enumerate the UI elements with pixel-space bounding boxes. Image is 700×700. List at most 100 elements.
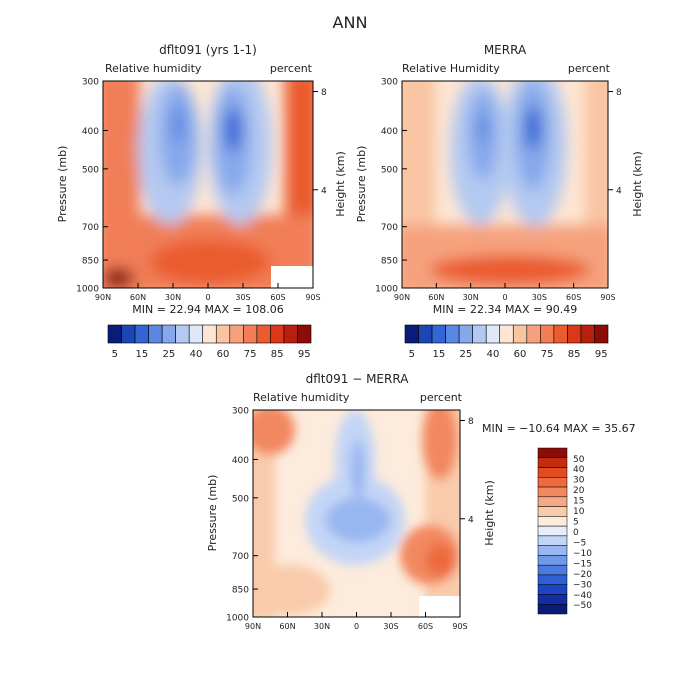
colorbar-diff-swatch — [537, 516, 568, 527]
panel-obs-ylabel: Pressure (mb) — [355, 146, 368, 223]
xtick-label: 30N — [314, 622, 330, 631]
colorbar-swatch — [229, 324, 244, 344]
colorbar-diff-swatch — [537, 467, 568, 478]
colorbar-diff-swatch — [537, 564, 568, 576]
colorbar-swatch — [404, 324, 419, 344]
colorbar-diff-swatch — [537, 535, 568, 546]
colorbar-swatch — [553, 324, 568, 344]
colorbar-swatch — [243, 324, 258, 344]
panel-obs-y2label: Height (km) — [631, 151, 644, 217]
colorbar-diff-swatch — [537, 486, 568, 498]
colorbar-swatch — [418, 324, 433, 344]
panel-diff-units: percent — [420, 391, 463, 404]
colorbar-label: 40 — [190, 349, 203, 360]
colorbar-diff-label: −30 — [573, 580, 592, 590]
colorbar-label: 75 — [541, 349, 554, 360]
ytick-label: 850 — [381, 257, 398, 267]
ytick-label: 400 — [232, 456, 249, 466]
panel-diff-title: dflt091 − MERRA — [306, 372, 410, 386]
colorbar-label: 95 — [595, 349, 608, 360]
xtick-label: 0 — [502, 293, 507, 302]
colorbar-swatch — [526, 324, 541, 344]
colorbar-label: 95 — [298, 349, 311, 360]
panel-diff-ylabel: Pressure (mb) — [206, 475, 219, 552]
colorbar-swatch — [175, 324, 190, 344]
colorbar-swatch — [540, 324, 555, 344]
colorbar-swatch — [445, 324, 460, 344]
colorbar-swatch — [499, 324, 514, 344]
colorbar-diff-label: −40 — [573, 591, 592, 601]
colorbar-diff-label: 5 — [573, 518, 579, 528]
panel-obs: MERRA Relative Humidity percent Pressure… — [355, 43, 644, 316]
colorbar-swatch — [202, 324, 217, 344]
colorbar-swatch — [121, 324, 136, 344]
ytick-label: 1000 — [375, 285, 398, 295]
xtick-label: 90N — [95, 293, 111, 302]
ytick-label: 700 — [82, 223, 99, 233]
colorbar-swatch — [188, 324, 204, 344]
colorbar-label: 5 — [409, 349, 415, 360]
colorbar-swatch — [431, 324, 446, 344]
colorbar-label: 25 — [163, 349, 176, 360]
colorbar-diff-swatch — [537, 525, 568, 537]
colorbar-diff-swatch — [537, 457, 568, 468]
colorbar-diff-label: 10 — [573, 507, 585, 517]
y2tick-label: 4 — [321, 186, 327, 196]
colorbar-diff-label: −5 — [573, 538, 586, 548]
xtick-label: 60S — [418, 622, 433, 631]
colorbar-swatch — [134, 324, 149, 344]
colorbar-diff-label: 15 — [573, 497, 584, 507]
colorbar-swatch — [270, 324, 285, 344]
colorbar-swatch — [567, 324, 582, 344]
colorbar-label: 60 — [217, 349, 230, 360]
panel-obs-field — [402, 81, 608, 288]
colorbar-label: 60 — [514, 349, 527, 360]
ytick-label: 700 — [232, 552, 249, 562]
colorbar-label: 75 — [244, 349, 257, 360]
panel-model-units: percent — [270, 62, 313, 75]
xtick-label: 30N — [165, 293, 181, 302]
panel-obs-variable: Relative Humidity — [402, 62, 500, 75]
colorbar-diff-label: −50 — [573, 601, 592, 611]
panel-obs-stats: MIN = 22.34 MAX = 90.49 — [433, 303, 577, 316]
xtick-label: 60N — [130, 293, 146, 302]
colorbar-model: 5 15 25 40 60 75 85 95 — [107, 324, 312, 360]
panel-diff-field — [253, 410, 460, 617]
ytick-label: 300 — [232, 407, 249, 417]
colorbar-label: 15 — [135, 349, 148, 360]
panel-model: dflt091 (yrs 1-1) Relative humidity perc… — [56, 43, 347, 316]
xtick-label: 30S — [383, 622, 398, 631]
colorbar-diff-swatch — [537, 545, 568, 556]
panel-diff-stats: MIN = −10.64 MAX = 35.67 — [482, 422, 636, 435]
figure-title: ANN — [333, 13, 368, 32]
panel-model-field — [103, 81, 313, 288]
xtick-label: 90S — [305, 293, 320, 302]
xtick-label: 60N — [279, 622, 295, 631]
xtick-label: 30S — [532, 293, 547, 302]
colorbar-swatch — [148, 324, 163, 344]
ytick-label: 1000 — [76, 285, 99, 295]
y2tick-label: 8 — [616, 88, 622, 98]
colorbar-label: 40 — [487, 349, 500, 360]
panel-model-ylabel: Pressure (mb) — [56, 146, 69, 223]
colorbar-swatch — [256, 324, 271, 344]
colorbar-diff-swatch — [537, 574, 568, 585]
ytick-label: 300 — [82, 78, 99, 88]
colorbar-swatch — [594, 324, 609, 344]
xtick-label: 60S — [566, 293, 581, 302]
y2tick-label: 8 — [468, 417, 474, 427]
panel-obs-title: MERRA — [484, 43, 527, 57]
colorbar-diff-swatch — [537, 506, 568, 517]
panel-model-variable: Relative humidity — [105, 62, 202, 75]
colorbar-label: 85 — [568, 349, 581, 360]
colorbar-label: 15 — [432, 349, 445, 360]
xtick-label: 60N — [428, 293, 444, 302]
panel-diff-y2label: Height (km) — [483, 480, 496, 546]
panel-diff: dflt091 − MERRA Relative humidity percen… — [206, 372, 636, 631]
colorbar-swatch — [580, 324, 595, 344]
panel-diff-variable: Relative humidity — [253, 391, 350, 404]
ytick-label: 700 — [381, 223, 398, 233]
